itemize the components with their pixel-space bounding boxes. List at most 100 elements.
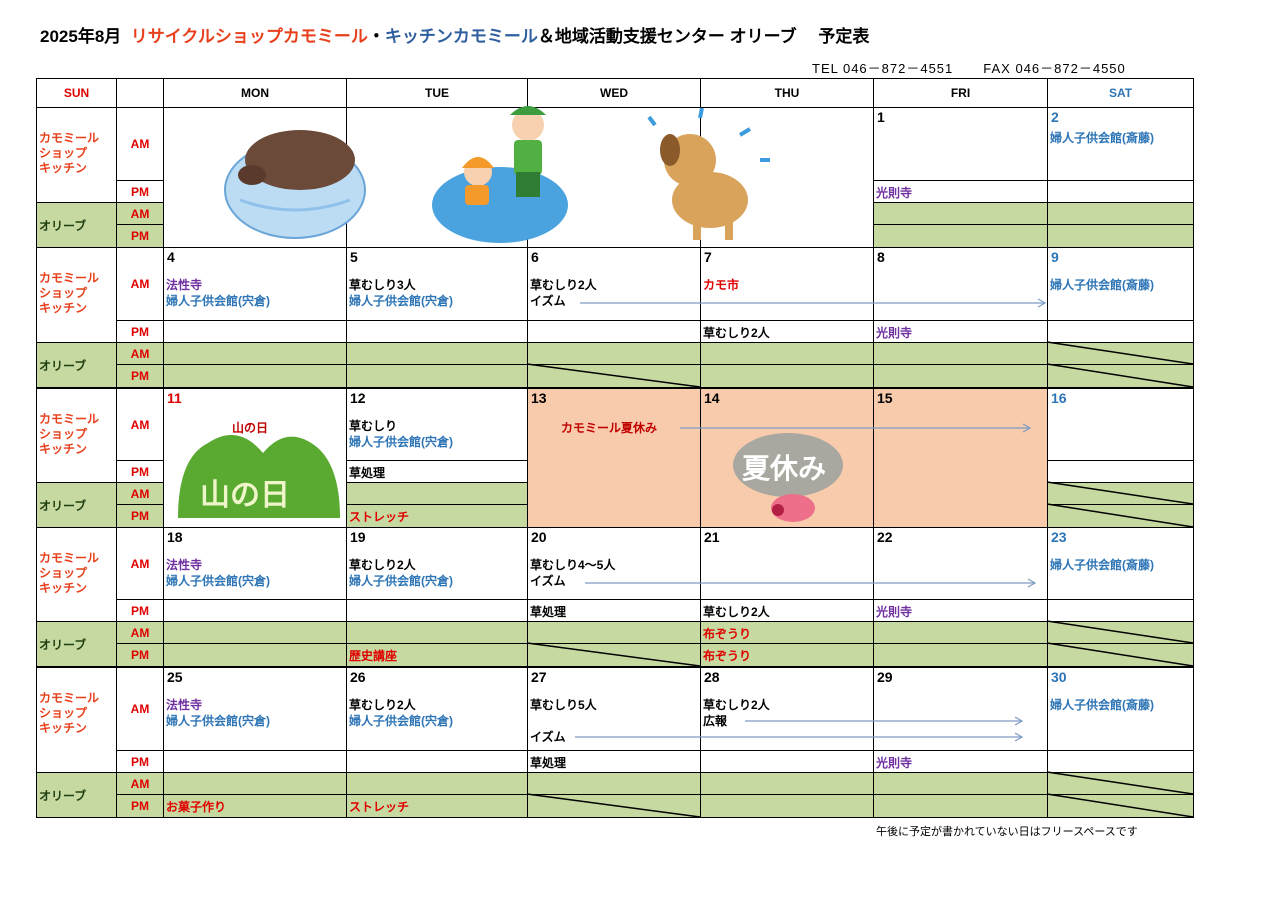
- day-cell-11: 11 山の日: [163, 388, 347, 528]
- olive-pm-cell: お菓子作り: [163, 794, 347, 818]
- am-entries: 婦人子供会館(斎藤): [1050, 277, 1154, 293]
- olive-am-cell: [873, 772, 1048, 795]
- schedule-entry: 婦人子供会館(宍倉): [166, 714, 270, 728]
- day-cell-6: 6 草むしり2人 イズム: [527, 247, 701, 321]
- schedule-entry: 光則寺: [876, 605, 913, 619]
- footnote: 午後に予定が書かれていない日はフリースペースです: [876, 826, 1138, 838]
- schedule-entry: 光則寺: [876, 756, 913, 770]
- pm-cell: [346, 320, 528, 343]
- olive-pm-cell: [873, 643, 1048, 667]
- day-cell-18: 18 法性寺婦人子供会館(宍倉): [163, 527, 347, 600]
- schedule-entry: 法性寺: [166, 558, 203, 572]
- column-header-sat: SAT: [1047, 78, 1194, 108]
- pm-cell: [1047, 180, 1194, 203]
- day-cell-19: 19 草むしり2人 婦人子供会館(宍倉): [346, 527, 528, 600]
- schedule-entry: 草むしり2人: [349, 558, 416, 572]
- row-label-olive: オリーブ: [36, 772, 117, 818]
- am-entries: 草むしり2人 広報: [703, 697, 770, 729]
- am-entries: 草むしり2人婦人子供会館(宍倉): [349, 697, 453, 729]
- olive-entry: 歴史講座: [349, 649, 398, 663]
- am-entries: 草むしり3人 婦人子供会館(宍倉): [349, 277, 453, 309]
- day-cell-9: 9 婦人子供会館(斎藤): [1047, 247, 1194, 321]
- event-label: 山の日: [232, 421, 269, 435]
- row-label-pm: PM: [116, 224, 164, 248]
- schedule-entry: 草むしり4～5人: [530, 558, 616, 572]
- row-label-olive: オリーブ: [36, 482, 117, 528]
- row-label-pm: PM: [116, 364, 164, 388]
- olive-pm-cell: [163, 364, 347, 388]
- schedule-entry: 婦人子供会館(宍倉): [349, 435, 453, 449]
- pm-cell: [1047, 599, 1194, 622]
- olive-am-cell: [163, 772, 347, 795]
- schedule-entry: 婦人子供会館(斎藤): [1050, 131, 1154, 145]
- olive-pm-cell: [1047, 794, 1194, 818]
- schedule-entry: 婦人子供会館(宍倉): [166, 574, 270, 588]
- date-number: 22: [877, 529, 893, 545]
- olive-pm-cell: ストレッチ: [346, 504, 528, 528]
- date-number: 6: [531, 249, 539, 265]
- schedule-entry: 婦人子供会館(宍倉): [349, 714, 453, 728]
- row-label-olive: オリーブ: [36, 342, 117, 388]
- day-cell-21: 21: [700, 527, 874, 600]
- date-number: 8: [877, 249, 885, 265]
- pm-cell: [527, 320, 701, 343]
- column-header-blank: [116, 78, 164, 108]
- am-entries: 草むしり 婦人子供会館(宍倉): [349, 418, 453, 450]
- date-number: 1: [877, 109, 885, 125]
- olive-am-cell: [163, 621, 347, 644]
- schedule-entry: 草むしり2人: [349, 698, 416, 712]
- date-number: 5: [350, 249, 358, 265]
- row-label-am: AM: [116, 621, 164, 644]
- row-label-olive: オリーブ: [36, 202, 117, 248]
- am-entries: カモ市: [703, 277, 739, 293]
- pm-cell: [163, 320, 347, 343]
- day-cell-20: 20 草むしり4～5人 イズム: [527, 527, 701, 600]
- am-entries: 婦人子供会館(斎藤): [1050, 697, 1154, 713]
- pm-cell: 草むしり2人: [700, 599, 874, 622]
- illustration-cell: [346, 107, 528, 248]
- olive-pm-cell: [527, 794, 701, 818]
- row-label-pm: PM: [116, 599, 164, 622]
- date-number: 2: [1051, 109, 1059, 125]
- pm-cell: 草むしり2人: [700, 320, 874, 343]
- day-cell-5: 5 草むしり3人 婦人子供会館(宍倉): [346, 247, 528, 321]
- fax-number: FAX 046－872－4550: [983, 61, 1126, 76]
- column-header-sun: SUN: [36, 78, 117, 108]
- schedule-entry: 法性寺: [166, 278, 203, 292]
- olive-am-cell: [346, 772, 528, 795]
- olive-am-cell: [1047, 772, 1194, 795]
- schedule-entry: 草むしり2人: [703, 605, 770, 619]
- olive-am-cell: [527, 621, 701, 644]
- date-number: 25: [167, 669, 183, 685]
- row-label-kamomile: カモミール ショップ キッチン: [36, 527, 117, 622]
- row-label-kamomile: カモミール ショップ キッチン: [36, 388, 117, 483]
- schedule-entry: 広報: [703, 714, 728, 728]
- schedule-entry: 光則寺: [876, 326, 913, 340]
- row-label-am: AM: [116, 527, 164, 600]
- olive-am-cell: [346, 342, 528, 365]
- olive-am-cell: [527, 772, 701, 795]
- am-entries: 法性寺婦人子供会館(宍倉): [166, 557, 270, 589]
- date-number: 18: [167, 529, 183, 545]
- olive-pm-cell: [873, 224, 1048, 248]
- am-entries: 草むしり5人 イズム: [530, 697, 597, 745]
- pm-cell: [163, 750, 347, 773]
- schedule-entry: イズム: [530, 294, 566, 308]
- title-shop: リサイクルショップカモミール: [130, 27, 368, 46]
- olive-pm-cell: ストレッチ: [346, 794, 528, 818]
- row-label-pm: PM: [116, 794, 164, 818]
- schedule-entry: 草処理: [349, 466, 386, 480]
- row-label-kamomile: カモミール ショップ キッチン: [36, 667, 117, 773]
- olive-pm-cell: [700, 794, 874, 818]
- row-label-am: AM: [116, 388, 164, 461]
- olive-pm-cell: 布ぞうり: [700, 643, 874, 667]
- am-entries: 草むしり2人 イズム: [530, 277, 597, 309]
- title-center: ＆地域活動支援センター オリーブ 予定表: [537, 27, 870, 46]
- title-kitchen: キッチンカモミール: [384, 27, 538, 46]
- page-title: 2025年8月 リサイクルショップカモミール・キッチンカモミール＆地域活動支援セ…: [40, 22, 869, 47]
- date-number: 26: [350, 669, 366, 685]
- schedule-entry: 婦人子供会館(宍倉): [166, 294, 270, 308]
- row-label-pm: PM: [116, 750, 164, 773]
- schedule-entry: 婦人子供会館(宍倉): [349, 294, 453, 308]
- date-number: 16: [1051, 390, 1067, 406]
